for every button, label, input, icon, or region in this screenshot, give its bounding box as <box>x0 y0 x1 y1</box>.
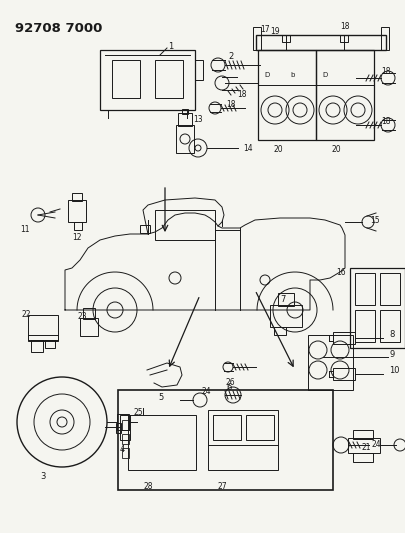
Text: 18: 18 <box>381 117 390 126</box>
Bar <box>333 332 355 344</box>
Bar <box>72 193 82 201</box>
Text: 14: 14 <box>243 144 253 153</box>
Bar <box>246 415 274 440</box>
Text: 3: 3 <box>40 472 45 481</box>
Bar <box>274 327 286 335</box>
Bar <box>182 109 188 114</box>
Bar <box>355 273 375 305</box>
Text: 10: 10 <box>389 366 399 375</box>
Bar <box>348 438 380 453</box>
Text: 22: 22 <box>22 310 32 319</box>
Text: 18: 18 <box>340 22 350 31</box>
Bar <box>380 310 400 342</box>
Bar <box>83 308 95 319</box>
Bar <box>333 368 355 380</box>
Text: 27: 27 <box>218 482 228 491</box>
Bar <box>28 335 58 341</box>
Bar <box>28 315 58 340</box>
Bar <box>118 390 333 490</box>
Bar <box>278 293 294 306</box>
Bar <box>350 268 405 348</box>
Bar <box>122 420 129 430</box>
Bar <box>120 415 130 440</box>
Bar <box>253 27 261 50</box>
Bar <box>128 415 196 470</box>
Bar <box>176 125 194 153</box>
Text: 20: 20 <box>332 145 342 154</box>
Text: 12: 12 <box>72 233 81 242</box>
Text: 18: 18 <box>237 90 247 99</box>
Text: 21: 21 <box>362 443 371 452</box>
Text: 23: 23 <box>77 312 87 321</box>
Text: b: b <box>290 72 294 78</box>
Bar <box>116 423 121 433</box>
Text: 15: 15 <box>370 216 379 225</box>
Text: 2: 2 <box>228 52 233 61</box>
Text: 4: 4 <box>120 445 125 454</box>
Text: 28: 28 <box>143 482 153 491</box>
Bar <box>195 60 203 80</box>
Text: 18: 18 <box>226 100 235 109</box>
Bar <box>256 35 386 50</box>
Bar <box>258 50 316 140</box>
Text: 16: 16 <box>336 268 345 277</box>
Bar <box>122 448 129 458</box>
Bar <box>31 340 43 352</box>
Bar <box>282 35 290 42</box>
Bar <box>45 340 55 348</box>
Text: 8: 8 <box>389 330 394 339</box>
Text: 17: 17 <box>260 25 270 34</box>
Bar <box>74 222 82 230</box>
Text: 25: 25 <box>133 408 143 417</box>
Bar <box>380 273 400 305</box>
Bar <box>155 210 215 240</box>
Text: D: D <box>322 72 327 78</box>
Text: 20: 20 <box>274 145 283 154</box>
Bar <box>155 60 183 98</box>
Text: 13: 13 <box>193 115 202 124</box>
Text: 6: 6 <box>226 383 231 392</box>
Bar <box>178 113 192 126</box>
Bar <box>117 414 129 430</box>
Bar <box>122 434 129 444</box>
Text: 11: 11 <box>20 225 30 234</box>
Bar <box>353 430 373 439</box>
Bar <box>100 50 195 110</box>
Text: 18: 18 <box>381 67 390 76</box>
Bar <box>340 35 348 42</box>
Text: 92708 7000: 92708 7000 <box>15 22 102 35</box>
Bar <box>270 305 302 327</box>
Bar <box>140 225 150 233</box>
Bar <box>316 50 374 140</box>
Text: D: D <box>264 72 269 78</box>
Text: 1: 1 <box>168 42 173 51</box>
Bar <box>353 453 373 462</box>
Bar <box>355 310 375 342</box>
Text: 7: 7 <box>280 295 286 304</box>
Bar <box>112 60 140 98</box>
Bar <box>308 335 353 390</box>
Bar <box>68 200 86 222</box>
Text: 5: 5 <box>158 393 163 402</box>
Text: 24: 24 <box>371 440 381 449</box>
Bar <box>80 318 98 336</box>
Bar <box>208 410 278 470</box>
Text: 9: 9 <box>389 350 394 359</box>
Text: 24: 24 <box>202 387 212 396</box>
Text: 19: 19 <box>270 27 279 36</box>
Bar <box>213 415 241 440</box>
Bar <box>381 27 389 50</box>
Text: 26: 26 <box>226 378 236 387</box>
